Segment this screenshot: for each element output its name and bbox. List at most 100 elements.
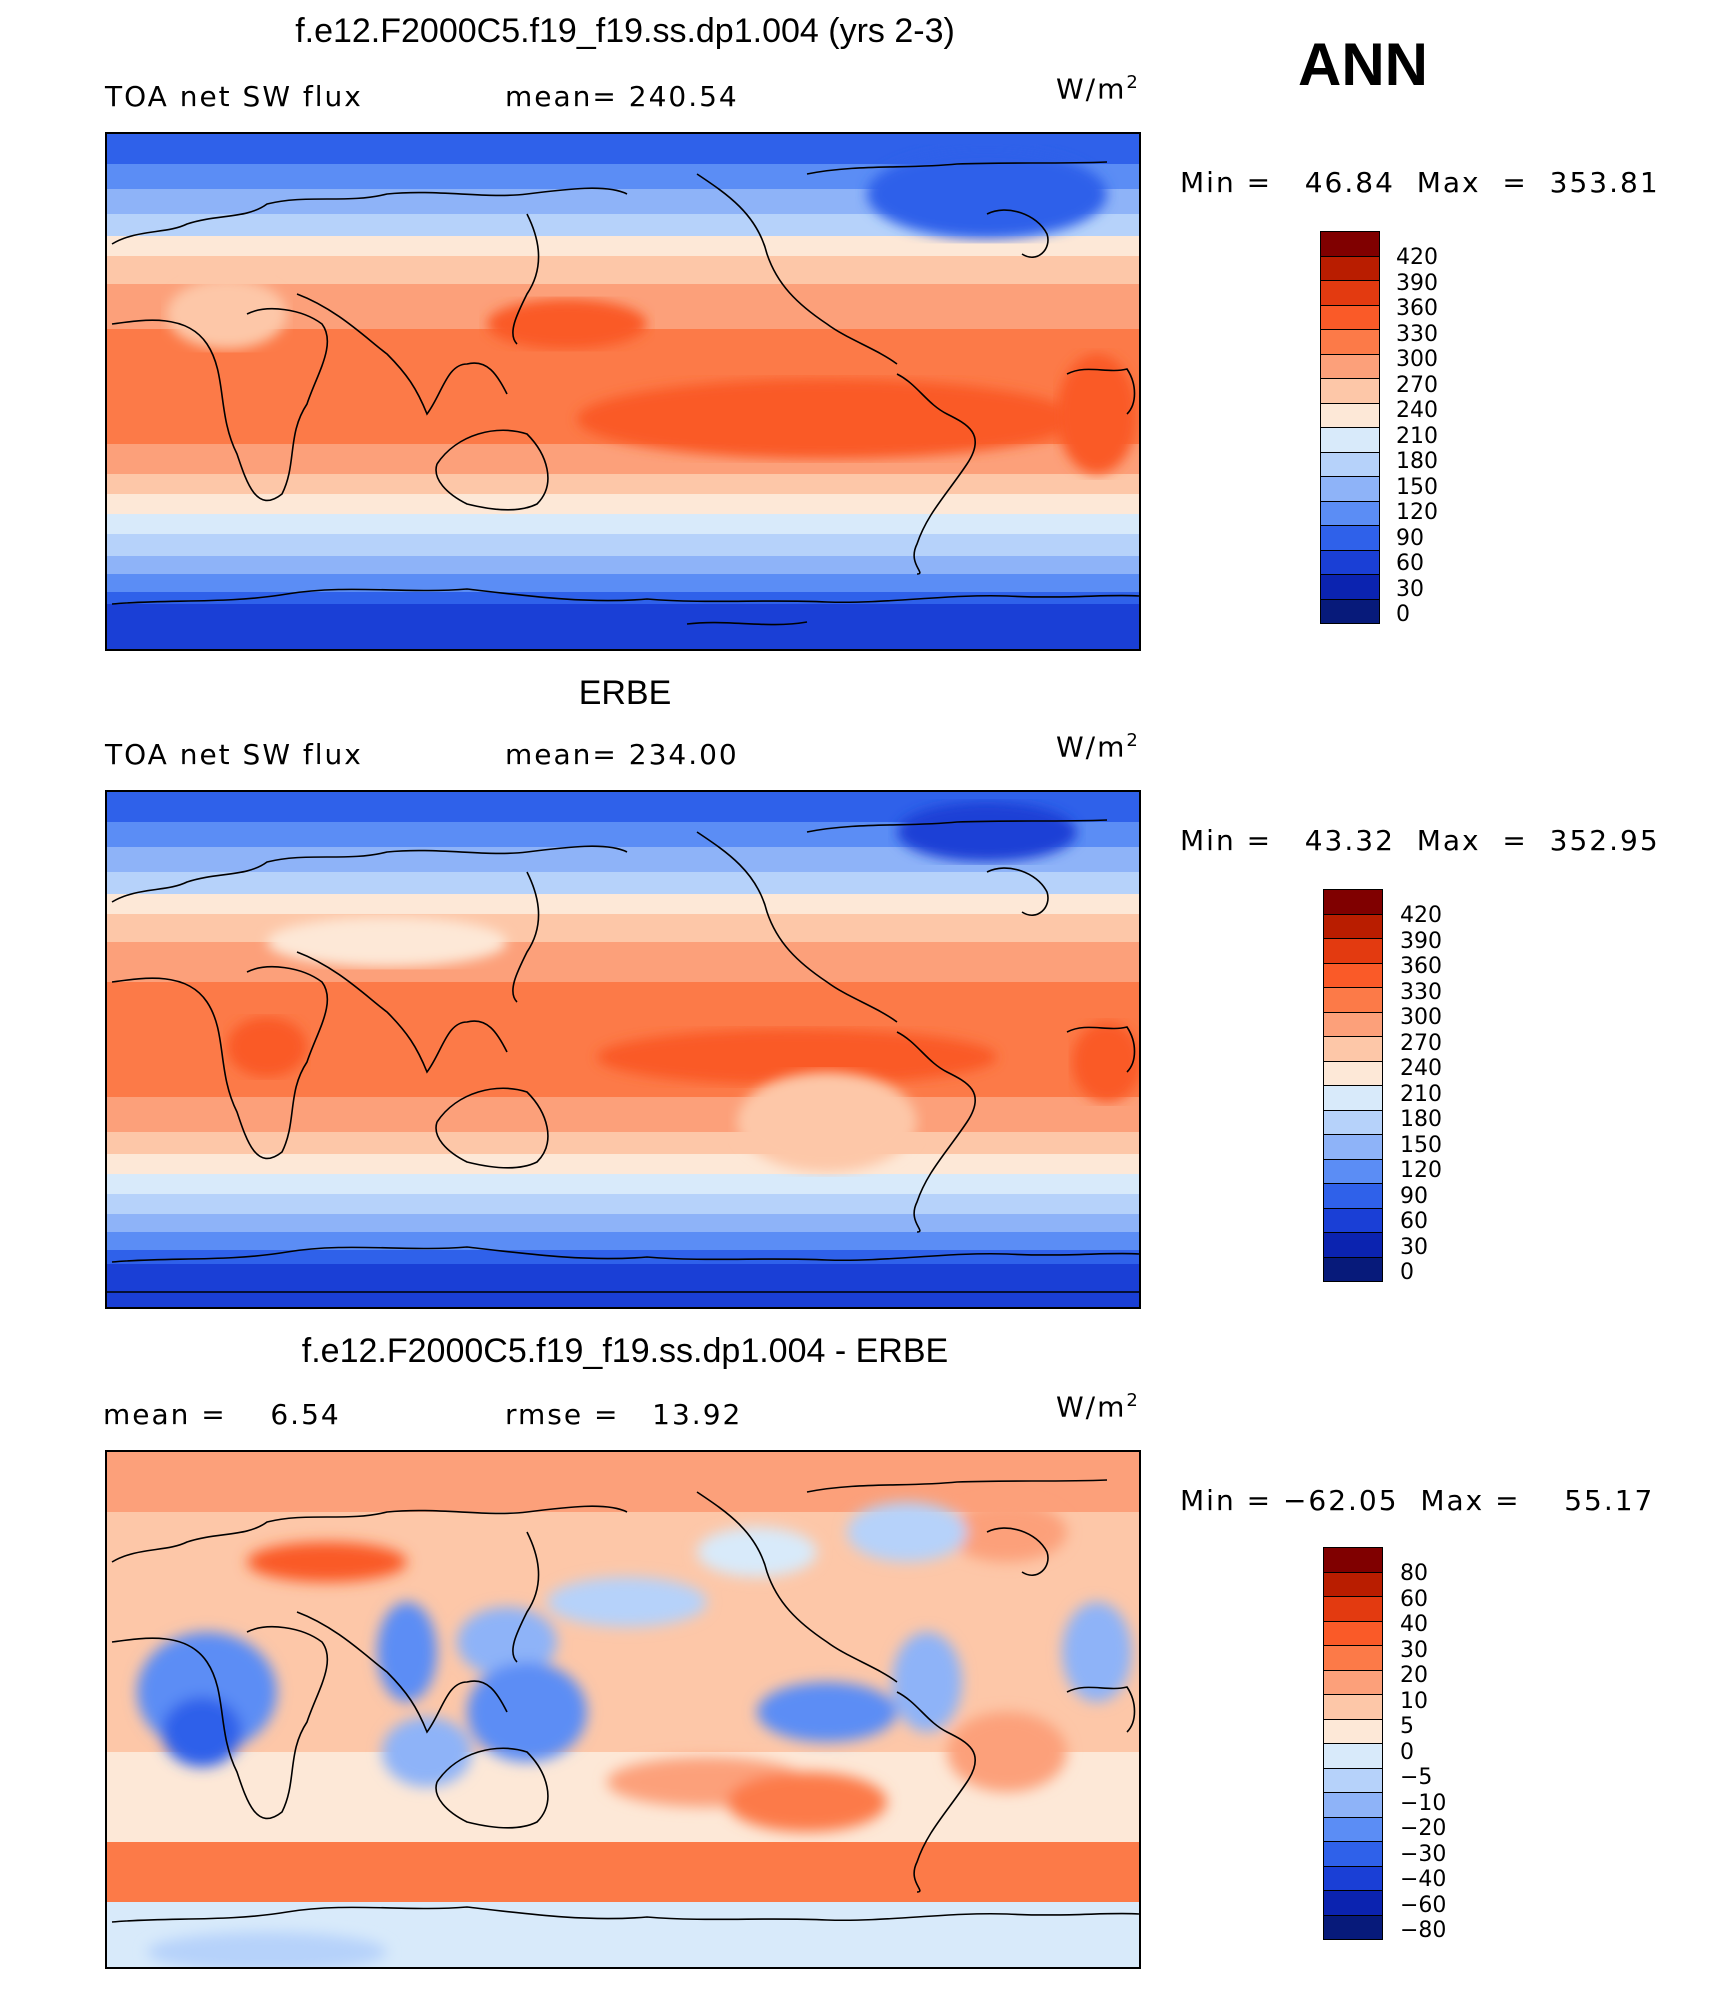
- panel-2-units-exponent: 2: [1126, 730, 1140, 751]
- panel-1-map: [105, 132, 1141, 651]
- colorbar-level-label: −80: [1400, 1918, 1447, 1943]
- colorbar-level-label: −30: [1400, 1841, 1447, 1867]
- colorbar-swatch: [1323, 1085, 1383, 1111]
- panel-1-min-max: Min = 46.84 Max = 353.81: [1180, 166, 1660, 199]
- colorbar-swatch: [1323, 1060, 1383, 1086]
- colorbar-swatch: [1323, 938, 1383, 964]
- colorbar-level-label: 80: [1400, 1561, 1428, 1586]
- panel-3-colorbar-labels: 80 60 40 30 20 10 5 0 −5 −10 −20 −30 −40 −60 −80: [1400, 1561, 1446, 1944]
- colorbar-level-label: 10: [1400, 1688, 1428, 1714]
- panel-3-min-max: Min = −62.05 Max = 55.17: [1180, 1484, 1655, 1517]
- colorbar-level-label: 360: [1400, 954, 1442, 979]
- colorbar-swatch: [1323, 1256, 1383, 1282]
- colorbar-swatch: [1323, 1109, 1383, 1135]
- colorbar-swatch: [1323, 1743, 1383, 1769]
- colorbar-swatch: [1323, 1890, 1383, 1916]
- panel-1-flux-field: [107, 134, 1139, 649]
- panel-3-map: [105, 1450, 1141, 1969]
- panel-2-map: [105, 790, 1141, 1309]
- panel-2-colorbar-labels: 420 390 360 330 300 270 240 210 180 150 120 90 60 30 0: [1400, 903, 1442, 1286]
- panel-3-mean-label: mean = 6.54: [103, 1398, 341, 1431]
- panel-2-min-max: Min = 43.32 Max = 352.95: [1180, 824, 1660, 857]
- colorbar-level-label: 90: [1400, 1183, 1428, 1209]
- colorbar-level-label: 420: [1396, 245, 1438, 270]
- colorbar-level-label: 150: [1396, 474, 1438, 500]
- colorbar-level-label: 180: [1396, 449, 1438, 474]
- panel-3-units-exponent: 2: [1126, 1390, 1140, 1411]
- colorbar-swatch: [1323, 1792, 1383, 1818]
- colorbar-swatch: [1320, 476, 1380, 502]
- colorbar-level-label: 20: [1400, 1663, 1428, 1688]
- colorbar-swatch: [1323, 1207, 1383, 1233]
- colorbar-level-label: 300: [1400, 1005, 1442, 1030]
- colorbar-swatch: [1320, 574, 1380, 600]
- colorbar-swatch: [1323, 1620, 1383, 1646]
- colorbar-swatch: [1320, 304, 1380, 330]
- colorbar-level-label: −5: [1400, 1765, 1433, 1790]
- colorbar-level-label: 0: [1396, 602, 1410, 627]
- colorbar-swatch: [1323, 1183, 1383, 1209]
- colorbar-level-label: 330: [1396, 321, 1438, 347]
- colorbar-level-label: 390: [1396, 270, 1438, 296]
- colorbar-level-label: 270: [1396, 372, 1438, 398]
- panel-2-units-base: W/m: [1056, 730, 1127, 764]
- colorbar-swatch: [1323, 1767, 1383, 1793]
- colorbar-level-label: −40: [1400, 1867, 1447, 1892]
- panel-2-colorbar: [1323, 889, 1383, 1282]
- panel-2-map-svg: [107, 792, 1139, 1307]
- panel-1-colorbar-labels: 420 390 360 330 300 270 240 210 180 150 120 90 60 30 0: [1396, 245, 1438, 628]
- colorbar-level-label: 60: [1400, 1209, 1428, 1234]
- colorbar-swatch: [1320, 500, 1380, 526]
- colorbar-swatch: [1323, 1865, 1383, 1891]
- colorbar-swatch: [1323, 962, 1383, 988]
- colorbar-swatch: [1323, 1232, 1383, 1258]
- colorbar-swatch: [1320, 525, 1380, 551]
- panel-2-units: W/m2: [1056, 730, 1140, 763]
- panel-1-coastlines: [111, 161, 1139, 626]
- panel-3-title: f.e12.F2000C5.f19_f19.ss.dp1.004 - ERBE: [301, 1332, 949, 1370]
- colorbar-swatch: [1320, 378, 1380, 404]
- panel-2-variable-label: TOA net SW flux: [105, 738, 363, 771]
- panel-1-title: f.e12.F2000C5.f19_f19.ss.dp1.004 (yrs 2-…: [295, 12, 955, 50]
- colorbar-swatch: [1323, 1158, 1383, 1184]
- colorbar-swatch: [1323, 889, 1383, 915]
- colorbar-level-label: 60: [1396, 551, 1424, 576]
- colorbar-level-label: 60: [1400, 1586, 1428, 1612]
- colorbar-level-label: 0: [1400, 1739, 1414, 1765]
- panel-3-colorbar-swatches: [1323, 1547, 1383, 1940]
- colorbar-swatch: [1320, 451, 1380, 477]
- colorbar-swatch: [1320, 280, 1380, 306]
- colorbar-swatch: [1320, 353, 1380, 379]
- panel-3-units-base: W/m: [1056, 1390, 1127, 1424]
- panel-2-flux-field: [107, 792, 1139, 1307]
- colorbar-swatch: [1323, 1011, 1383, 1037]
- colorbar-level-label: 210: [1396, 423, 1438, 449]
- colorbar-level-label: 0: [1400, 1260, 1414, 1285]
- colorbar-swatch: [1320, 255, 1380, 281]
- panel-3-rmse-label: rmse = 13.92: [505, 1398, 743, 1431]
- colorbar-swatch: [1323, 1596, 1383, 1622]
- colorbar-swatch: [1323, 913, 1383, 939]
- colorbar-swatch: [1320, 402, 1380, 428]
- colorbar-swatch: [1320, 598, 1380, 624]
- panel-3-difference-field: [107, 1452, 1139, 1967]
- colorbar-swatch: [1320, 231, 1380, 257]
- panel-3-coastlines: [111, 1479, 1139, 1923]
- panel-1-map-svg: [107, 134, 1139, 649]
- colorbar-level-label: 240: [1396, 398, 1438, 423]
- colorbar-level-label: 30: [1400, 1234, 1428, 1260]
- panel-2-colorbar-swatches: [1323, 889, 1383, 1282]
- colorbar-level-label: 390: [1400, 928, 1442, 954]
- panel-1-mean-label: mean= 240.54: [505, 80, 739, 113]
- colorbar-swatch: [1323, 1036, 1383, 1062]
- colorbar-swatch: [1323, 987, 1383, 1013]
- panel-1-variable-label: TOA net SW flux: [105, 80, 363, 113]
- colorbar-swatch: [1323, 1134, 1383, 1160]
- panel-3-units: W/m2: [1056, 1390, 1140, 1423]
- colorbar-swatch: [1323, 1547, 1383, 1573]
- colorbar-level-label: −60: [1400, 1892, 1447, 1918]
- panel-1-colorbar: [1320, 231, 1380, 624]
- colorbar-level-label: −20: [1400, 1816, 1447, 1841]
- colorbar-level-label: 150: [1400, 1132, 1442, 1158]
- panel-2-coastlines: [107, 819, 1139, 1293]
